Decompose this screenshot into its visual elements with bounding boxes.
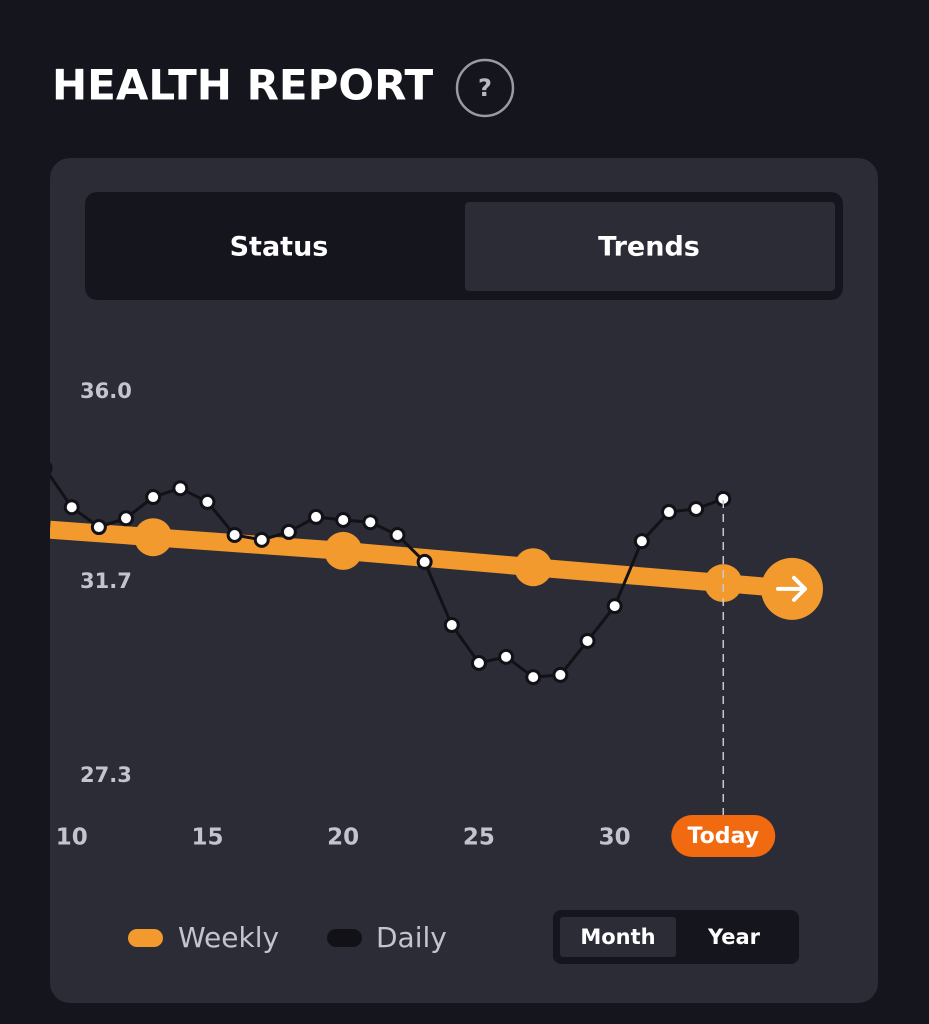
daily-point: [63, 499, 80, 516]
x-tick-label: 10: [56, 825, 88, 851]
x-tick-label: 20: [327, 825, 359, 851]
daily-point: [199, 493, 216, 510]
range-option[interactable]: Month: [580, 925, 655, 949]
daily-point: [579, 632, 596, 649]
y-tick-label: 36.0: [80, 379, 132, 403]
card: [50, 158, 878, 1003]
daily-point: [280, 523, 297, 540]
daily-point: [172, 480, 189, 497]
daily-point: [362, 514, 379, 531]
x-tick-label: 30: [599, 825, 631, 851]
legend-swatch: [128, 929, 163, 947]
x-tick-label: Today: [688, 824, 759, 849]
daily-point: [145, 489, 162, 506]
range-option[interactable]: Year: [707, 925, 761, 949]
x-tick-label: 25: [463, 825, 495, 851]
range-active: [560, 917, 676, 957]
legend-label: Weekly: [178, 921, 279, 954]
plot-area: [50, 462, 793, 686]
legend-label: Daily: [376, 921, 447, 954]
daily-point: [226, 527, 243, 544]
weekly-point: [704, 564, 743, 603]
daily-point: [633, 533, 650, 550]
daily-point: [525, 669, 542, 686]
daily-point: [606, 598, 623, 615]
today-pill: [671, 815, 776, 857]
daily-point: [416, 553, 433, 570]
tab[interactable]: Status: [230, 232, 329, 263]
daily-point: [90, 519, 107, 536]
weekly-point: [324, 531, 363, 570]
daily-point: [118, 510, 135, 527]
daily-point: [389, 527, 406, 544]
help-button[interactable]: [455, 58, 515, 118]
y-tick-label: 31.7: [80, 569, 132, 593]
x-tick-label: 15: [191, 825, 223, 851]
daily-point: [688, 500, 705, 517]
daily-point: [552, 666, 569, 683]
daily-point: [660, 504, 677, 521]
daily-point: [335, 512, 352, 528]
daily-point: [253, 531, 270, 548]
daily-point: [498, 648, 515, 665]
daily-point: [308, 508, 325, 525]
legend-swatch: [327, 929, 362, 947]
y-tick-label: 27.3: [80, 763, 132, 787]
daily-point: [50, 462, 53, 474]
daily-point: [443, 617, 460, 634]
arrow-icon: [776, 575, 807, 602]
help-icon: ?: [478, 74, 492, 102]
weekly-point: [134, 518, 173, 557]
tab-active: [465, 202, 835, 291]
weekly-point: [514, 548, 553, 587]
daily-point: [470, 655, 487, 672]
title: HEALTH REPORT: [52, 61, 434, 110]
tab[interactable]: Trends: [598, 232, 700, 263]
